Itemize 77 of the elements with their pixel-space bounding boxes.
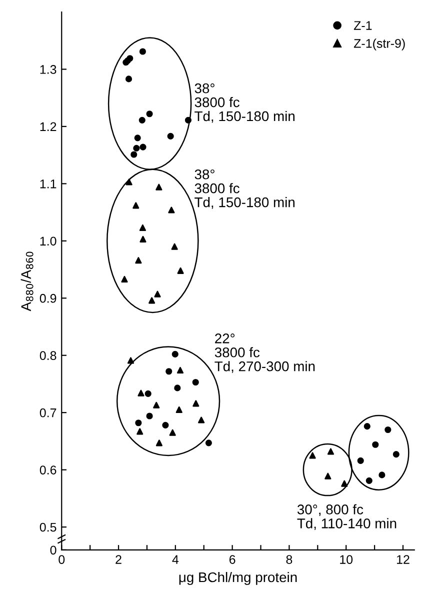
y-axis-title: A$_{880}$/A$_{860}$ xyxy=(20,252,34,312)
y-tick-label: 1.0 xyxy=(40,236,56,246)
y-tick-label: 1.3 xyxy=(40,65,56,74)
point xyxy=(140,144,146,150)
point xyxy=(198,416,205,424)
point xyxy=(172,350,178,358)
point xyxy=(138,116,146,124)
x-tick-label: 4 xyxy=(172,555,179,564)
y-tick-label: 0.5 xyxy=(40,522,56,532)
x-tick-label: 12 xyxy=(397,555,410,564)
point xyxy=(135,420,142,426)
point xyxy=(126,178,132,186)
point xyxy=(132,202,140,209)
annotation: 30°, 800 fc Td, 110-140 min xyxy=(297,504,396,530)
point xyxy=(357,457,364,464)
point xyxy=(169,429,176,436)
legend-label: Z-1 xyxy=(354,21,372,30)
point xyxy=(146,110,153,118)
point xyxy=(156,184,162,190)
y-tick-label: 0.8 xyxy=(40,351,56,360)
y-tick-label: 1.2 xyxy=(40,122,56,131)
point xyxy=(392,451,400,458)
x-tick-label: 0 xyxy=(58,555,65,564)
point xyxy=(154,290,161,298)
point xyxy=(134,134,141,142)
point xyxy=(327,448,334,455)
point xyxy=(148,297,156,304)
point xyxy=(192,378,199,386)
point xyxy=(130,151,138,158)
y-tick-label: 1.1 xyxy=(40,180,56,188)
point xyxy=(177,267,184,274)
point xyxy=(153,402,160,408)
point xyxy=(366,477,372,484)
point xyxy=(167,132,174,140)
point xyxy=(174,384,181,392)
x-tick-label: 10 xyxy=(340,555,353,564)
legend-label: Z-1(str-9) xyxy=(354,38,405,50)
point xyxy=(136,428,144,435)
point xyxy=(139,48,146,55)
point xyxy=(144,390,152,397)
y-tick-label: 0.6 xyxy=(40,466,56,474)
point xyxy=(205,440,212,446)
x-tick-label: 8 xyxy=(286,555,292,564)
point xyxy=(140,236,146,242)
point xyxy=(139,224,146,232)
point xyxy=(384,426,392,434)
annotation: 22° 3800 fc Td, 270-300 min xyxy=(214,334,315,373)
x-tick-label: 2 xyxy=(116,555,122,564)
point xyxy=(127,357,134,364)
point xyxy=(125,76,132,82)
y-tick-label: 0 xyxy=(50,546,56,555)
point xyxy=(146,412,153,420)
point xyxy=(184,116,192,124)
y-tick-label: 0.9 xyxy=(40,294,56,303)
point xyxy=(176,406,182,414)
y-tick-label: 0.7 xyxy=(40,408,56,418)
x-tick-label: 6 xyxy=(229,555,236,564)
point xyxy=(309,452,316,459)
point xyxy=(121,276,128,283)
annotation: 38° 3800 fc Td, 150-180 min xyxy=(194,169,294,209)
x-axis-title: μg BChl/mg protein xyxy=(179,572,297,585)
point xyxy=(372,441,379,448)
point xyxy=(378,472,386,478)
point xyxy=(171,243,178,250)
point xyxy=(166,368,172,375)
point xyxy=(162,422,169,428)
point xyxy=(156,440,162,446)
point xyxy=(341,480,348,487)
point xyxy=(168,206,175,214)
point xyxy=(324,472,332,480)
point xyxy=(192,400,200,407)
annotation: 38° 3800 fc Td, 150-180 min xyxy=(194,83,294,123)
point xyxy=(364,423,370,430)
point xyxy=(135,257,142,264)
point xyxy=(138,390,144,396)
point xyxy=(133,144,140,152)
point xyxy=(176,366,184,374)
